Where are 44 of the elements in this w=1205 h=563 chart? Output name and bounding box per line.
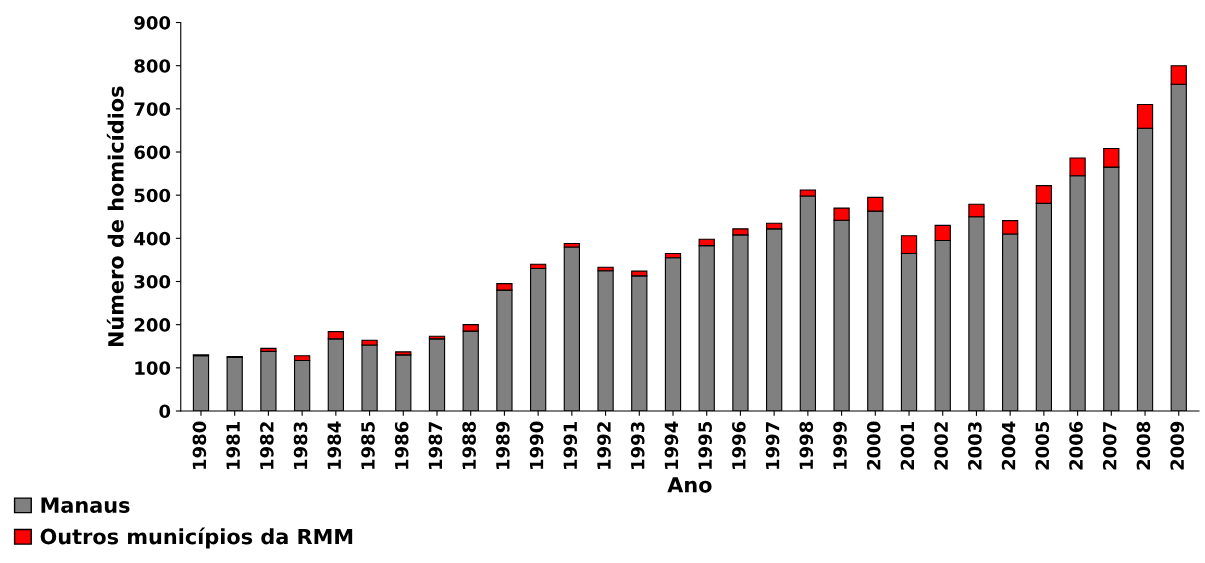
y-axis-title: Número de homicídios <box>106 86 124 347</box>
x-tick-label: 1994 <box>664 421 679 469</box>
x-tick-label: 1980 <box>192 421 207 469</box>
x-tick-label: 2005 <box>1035 421 1050 470</box>
x-tick-label: 1982 <box>259 422 274 469</box>
x-tick-label: 1981 <box>226 421 240 469</box>
legend-label: Outros municípios da RMM <box>40 527 353 549</box>
x-tick-label: 1998 <box>799 421 814 469</box>
x-tick-label: 1985 <box>361 421 375 469</box>
legend-label: Manaus <box>41 497 130 513</box>
x-tick-label: 2007 <box>1102 422 1117 470</box>
x-tick-label: 2002 <box>934 422 948 470</box>
y-tick-label: 100 <box>135 361 171 375</box>
x-tick-label: 2003 <box>968 422 982 470</box>
x-axis-title: Ano <box>667 477 712 493</box>
y-tick-label: 300 <box>134 274 171 289</box>
x-tick-label: 2006 <box>1069 421 1083 470</box>
x-tick-label: 1991 <box>563 421 578 469</box>
x-tick-label: 1995 <box>698 421 712 469</box>
y-tick-label: 0 <box>159 404 171 419</box>
x-tick-label: 1989 <box>496 421 510 469</box>
x-tick-label: 1984 <box>327 421 342 469</box>
x-tick-label: 1999 <box>833 421 847 469</box>
x-tick-label: 1986 <box>394 421 409 469</box>
x-tick-label: 1983 <box>293 422 308 469</box>
x-tick-label: 1990 <box>529 421 544 469</box>
y-tick-label: 400 <box>134 231 171 246</box>
x-tick-label: 2004 <box>1001 421 1016 470</box>
y-tick-label: 500 <box>134 188 171 203</box>
x-tick-label: 1993 <box>630 422 645 469</box>
x-tick-label: 1987 <box>428 422 443 469</box>
x-tick-label: 1988 <box>462 421 476 469</box>
y-tick-label: 200 <box>134 318 171 332</box>
y-tick-label: 900 <box>134 15 171 30</box>
y-tick-label: 700 <box>134 102 171 116</box>
y-tick-label: 600 <box>134 145 171 160</box>
x-tick-label: 1996 <box>732 421 746 469</box>
x-tick-label: 1997 <box>765 422 780 469</box>
x-tick-label: 2000 <box>866 421 881 470</box>
y-tick-label: 800 <box>134 59 171 73</box>
x-tick-label: 2001 <box>900 421 915 470</box>
x-tick-label: 1992 <box>597 422 611 469</box>
x-tick-label: 2008 <box>1136 421 1151 470</box>
x-tick-label: 2009 <box>1170 421 1184 470</box>
